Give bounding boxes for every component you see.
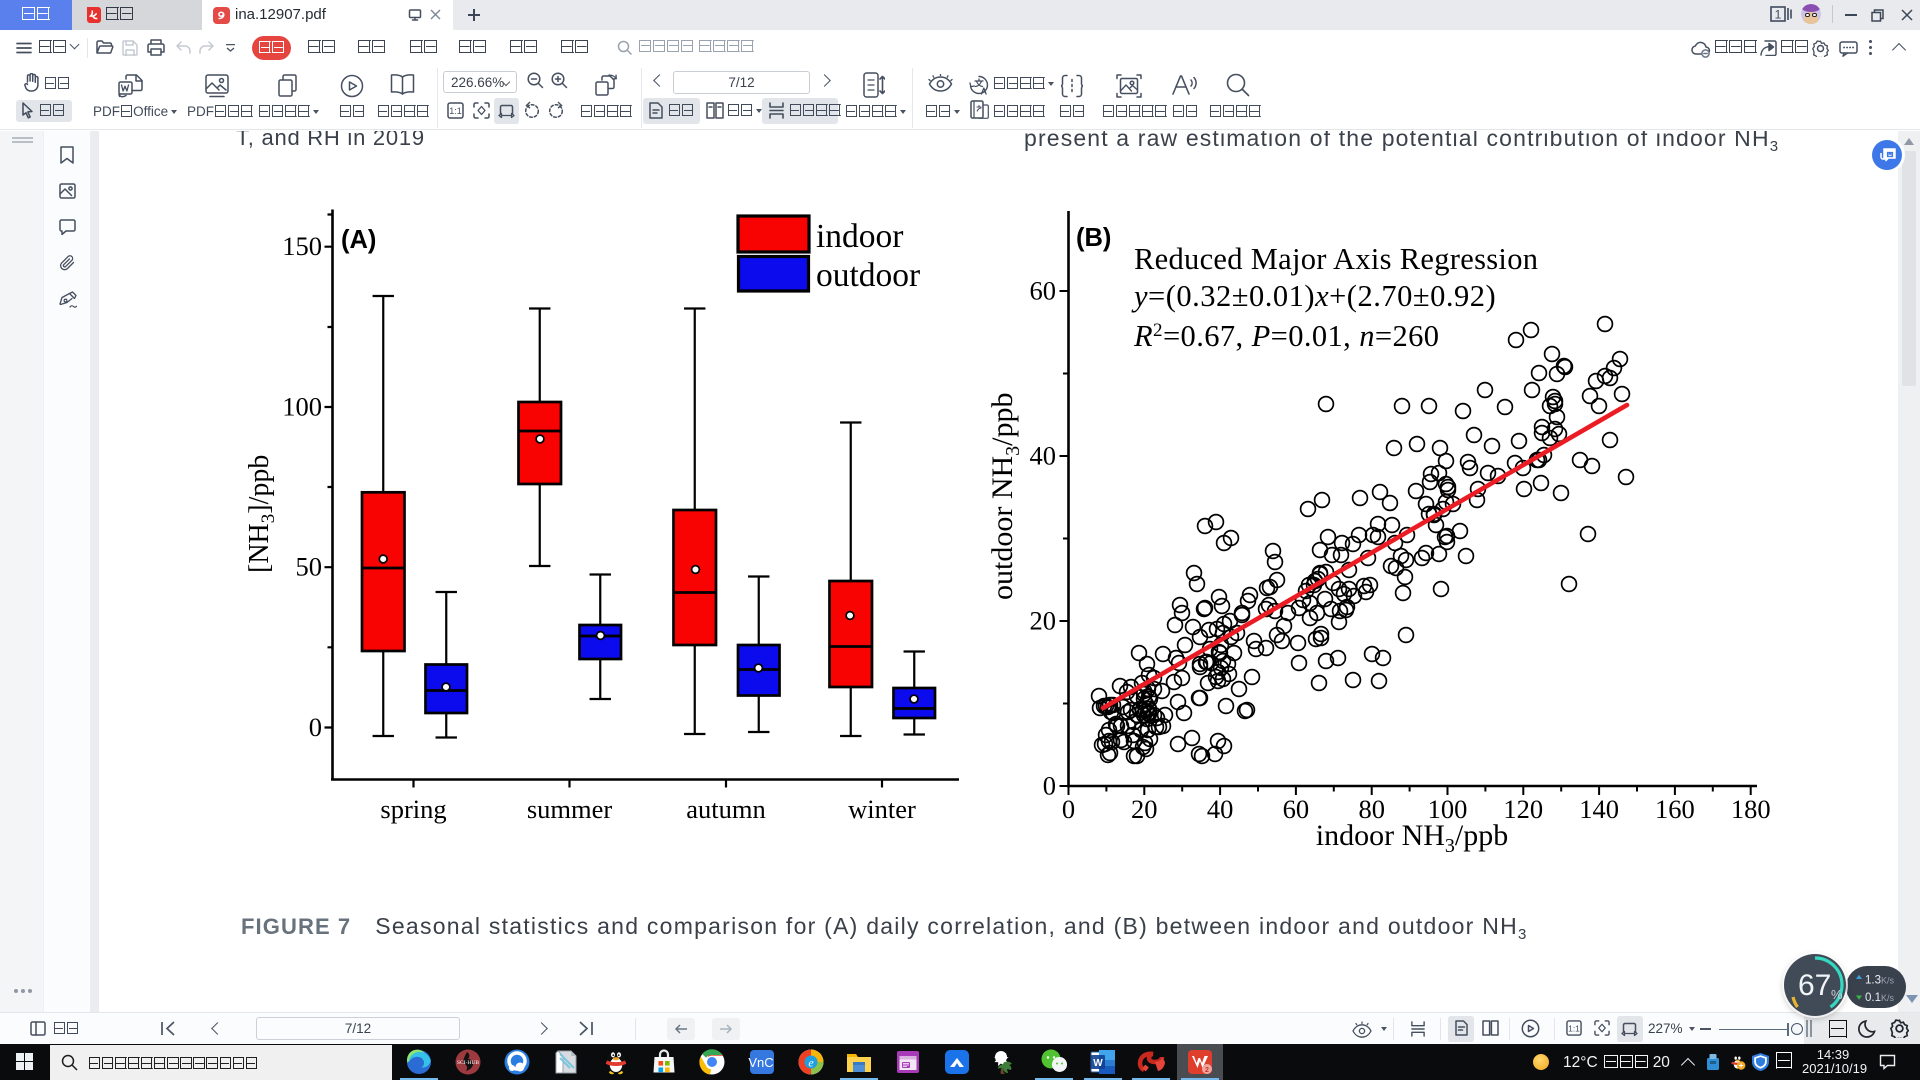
svg-text:2: 2 [1205, 1067, 1209, 1074]
svg-text:(B): (B) [1076, 224, 1111, 252]
svg-text:50: 50 [296, 552, 323, 582]
svg-text:1:1: 1:1 [1568, 1023, 1580, 1033]
svg-text:spring: spring [380, 794, 446, 824]
svg-text:(A): (A) [341, 226, 376, 254]
svg-text:e: e [808, 1056, 814, 1070]
svg-text:outdoor NH3/ppb: outdoor NH3/ppb [986, 393, 1024, 601]
svg-text:1:1: 1:1 [449, 106, 462, 116]
svg-text:outdoor: outdoor [816, 257, 920, 294]
svg-text:40: 40 [1207, 794, 1234, 824]
svg-text:SCI-HUB: SCI-HUB [457, 1060, 479, 1066]
svg-text:120: 120 [1503, 794, 1543, 824]
svg-text:1: 1 [1775, 8, 1782, 22]
svg-text:160: 160 [1655, 794, 1695, 824]
svg-text:winter: winter [848, 794, 916, 824]
svg-text:100: 100 [282, 392, 322, 422]
svg-text:autumn: autumn [686, 794, 766, 824]
svg-text:60: 60 [1030, 276, 1057, 306]
svg-text:indoor NH3/ppb: indoor NH3/ppb [1316, 819, 1509, 857]
svg-text:indoor: indoor [816, 218, 903, 255]
svg-text:VnC: VnC [748, 1055, 773, 1070]
svg-text:40: 40 [1030, 441, 1057, 471]
svg-text:R2=0.67, P=0.01, n=260: R2=0.67, P=0.01, n=260 [1133, 319, 1439, 353]
svg-text:%: % [1831, 987, 1843, 1002]
svg-text:67: 67 [1798, 969, 1831, 1002]
svg-text:W: W [1093, 1058, 1103, 1069]
svg-text:20: 20 [1131, 794, 1158, 824]
svg-text:0: 0 [1062, 794, 1075, 824]
svg-text:y=(0.32±0.01)x+(2.70±0.92): y=(0.32±0.01)x+(2.70±0.92) [1131, 279, 1496, 313]
svg-text:20: 20 [1030, 606, 1057, 636]
svg-text:80: 80 [1358, 794, 1385, 824]
svg-text:180: 180 [1731, 794, 1771, 824]
svg-text:[NH3]/ppb: [NH3]/ppb [244, 455, 279, 573]
svg-text:140: 140 [1579, 794, 1619, 824]
svg-text:60: 60 [1283, 794, 1310, 824]
svg-text:summer: summer [527, 794, 613, 824]
svg-text:100: 100 [1428, 794, 1468, 824]
svg-text:150: 150 [282, 231, 322, 261]
svg-text:0: 0 [1043, 771, 1056, 801]
svg-text:Reduced Major Axis Regression: Reduced Major Axis Regression [1134, 242, 1538, 276]
svg-text:0.1K/s: 0.1K/s [1865, 992, 1895, 1004]
svg-text:1.3K/s: 1.3K/s [1865, 975, 1895, 987]
svg-text:0: 0 [309, 712, 322, 742]
